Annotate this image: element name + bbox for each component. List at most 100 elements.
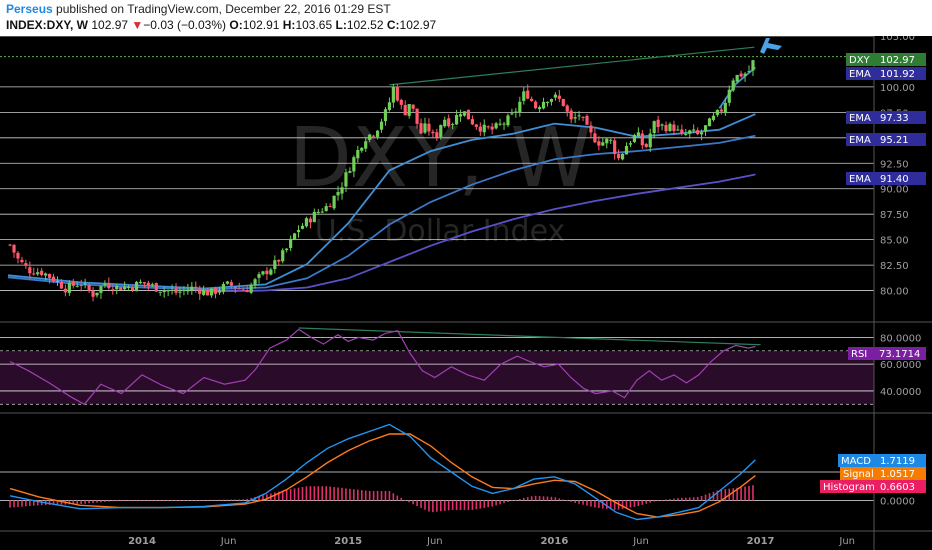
hist-badge-value: 0.6603	[880, 482, 915, 493]
histogram-bar	[230, 499, 233, 501]
price-tick-label: 85.00	[880, 236, 909, 247]
histogram-bar	[317, 486, 320, 501]
signal-badge-value: 1.0517	[880, 469, 915, 480]
histogram-bar	[625, 500, 628, 509]
candle-body	[541, 101, 546, 109]
histogram-bar	[13, 500, 15, 508]
candle-body	[360, 147, 364, 151]
candle-body	[545, 101, 550, 103]
candle-body	[739, 73, 743, 77]
chart-canvas[interactable]: DXY, W U.S. Dollar Index 105.00100.0097.…	[0, 36, 932, 550]
candle-body	[300, 225, 305, 229]
histogram-bar	[515, 499, 517, 501]
price-tick-label: 92.50	[880, 159, 909, 170]
candle-body	[684, 134, 688, 136]
histogram-bar	[475, 500, 478, 510]
histogram-bar	[736, 487, 738, 501]
histogram-bar	[621, 500, 624, 509]
candle-body	[660, 124, 664, 126]
ema-badge-2: EMA 97.33	[846, 111, 926, 124]
open-value: 102.91	[242, 18, 280, 32]
ema-badge-3: EMA 95.21	[846, 133, 926, 146]
author-link[interactable]: Perseus	[6, 2, 53, 16]
histogram-bar	[321, 486, 324, 501]
candle-body	[344, 172, 348, 187]
candle-body	[87, 284, 91, 291]
histogram-bar	[183, 500, 185, 501]
candle-body	[490, 126, 494, 130]
candle-body	[55, 281, 60, 283]
candle-body	[617, 154, 621, 159]
candle-body	[28, 267, 32, 274]
histogram-bar	[285, 489, 288, 501]
histogram-bar	[333, 486, 335, 501]
histogram-bar	[384, 491, 387, 501]
candle-body	[688, 130, 692, 134]
chart-background	[0, 36, 932, 550]
histogram-bar	[364, 490, 367, 501]
candle-body	[498, 123, 502, 125]
histogram-badge: Histogram 0.6603	[820, 480, 926, 493]
histogram-bar	[700, 495, 703, 501]
histogram-bar	[400, 497, 403, 501]
candle-body	[356, 150, 360, 159]
histogram-bar	[526, 497, 529, 501]
histogram-bar	[289, 489, 292, 501]
candle-body	[569, 110, 573, 120]
histogram-bar	[649, 500, 652, 503]
histogram-bar	[602, 500, 604, 509]
close-value: 102.97	[399, 18, 437, 32]
time-tick-label: 2016	[540, 536, 568, 547]
price-tick-label: 87.50	[880, 210, 909, 221]
candle-body	[624, 145, 629, 155]
candle-body	[229, 282, 233, 286]
histogram-bar	[677, 498, 679, 501]
candle-body	[680, 129, 684, 134]
candle-body	[383, 109, 388, 122]
candle-body	[40, 270, 44, 276]
grid-lines	[0, 36, 874, 291]
histogram-bar	[258, 496, 260, 501]
histogram-bar	[309, 486, 312, 501]
rsi-tick-label: 80.0000	[880, 333, 921, 344]
histogram-bar	[424, 500, 426, 510]
candle-body	[407, 104, 411, 116]
histogram-bar	[104, 500, 106, 502]
candle-body	[743, 73, 747, 76]
macd-pane	[0, 423, 874, 521]
candle-body	[170, 290, 174, 292]
ema-badge-1: EMA 101.92	[846, 67, 926, 80]
last-price: 102.97	[91, 18, 129, 32]
candle-body	[415, 108, 419, 124]
candle-body	[273, 260, 277, 270]
histogram-bar	[345, 488, 347, 501]
candle-body	[451, 124, 455, 126]
histogram-bar	[688, 497, 691, 501]
candle-body	[221, 283, 226, 292]
candle-body	[32, 273, 36, 275]
histogram-bar	[25, 500, 27, 507]
candle-body	[723, 102, 727, 113]
candle-body	[162, 290, 166, 293]
histogram-bar	[724, 489, 727, 501]
candle-body	[154, 283, 158, 292]
candle-body	[474, 124, 478, 127]
candle-body	[636, 132, 640, 137]
candle-body	[16, 252, 20, 259]
histogram-bar	[32, 500, 35, 506]
time-axis[interactable]: 2014 Jun 2015 Jun 2016 Jun 2017 Jun	[128, 536, 855, 547]
histogram-bar	[313, 486, 316, 501]
histogram-bar	[530, 496, 533, 501]
low-label: L:	[335, 18, 347, 32]
ema3-badge-value: 95.21	[880, 135, 909, 146]
candle-body	[217, 290, 222, 293]
price-resistance-trendline	[389, 46, 755, 86]
candle-body	[324, 206, 328, 212]
candle-body	[518, 101, 522, 113]
candle-body	[530, 98, 534, 101]
candle-body	[703, 125, 708, 132]
histogram-bar	[538, 496, 541, 501]
candle-body	[336, 192, 340, 196]
rsi-badge: RSI 73.1714	[848, 347, 926, 360]
histogram-bar	[594, 500, 596, 508]
